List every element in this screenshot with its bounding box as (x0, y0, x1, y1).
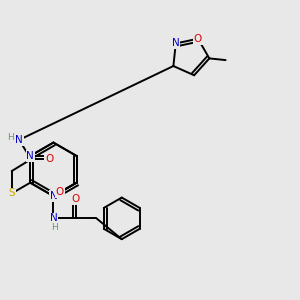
Text: H: H (7, 133, 14, 142)
Text: N: N (50, 213, 57, 224)
Text: O: O (194, 34, 202, 44)
Text: N: N (172, 38, 180, 48)
Text: O: O (56, 188, 64, 197)
Text: N: N (26, 151, 34, 161)
Text: O: O (72, 194, 80, 204)
Text: S: S (8, 188, 15, 198)
Text: N: N (50, 191, 57, 201)
Text: O: O (45, 154, 54, 164)
Text: N: N (15, 135, 23, 145)
Text: H: H (51, 224, 58, 232)
